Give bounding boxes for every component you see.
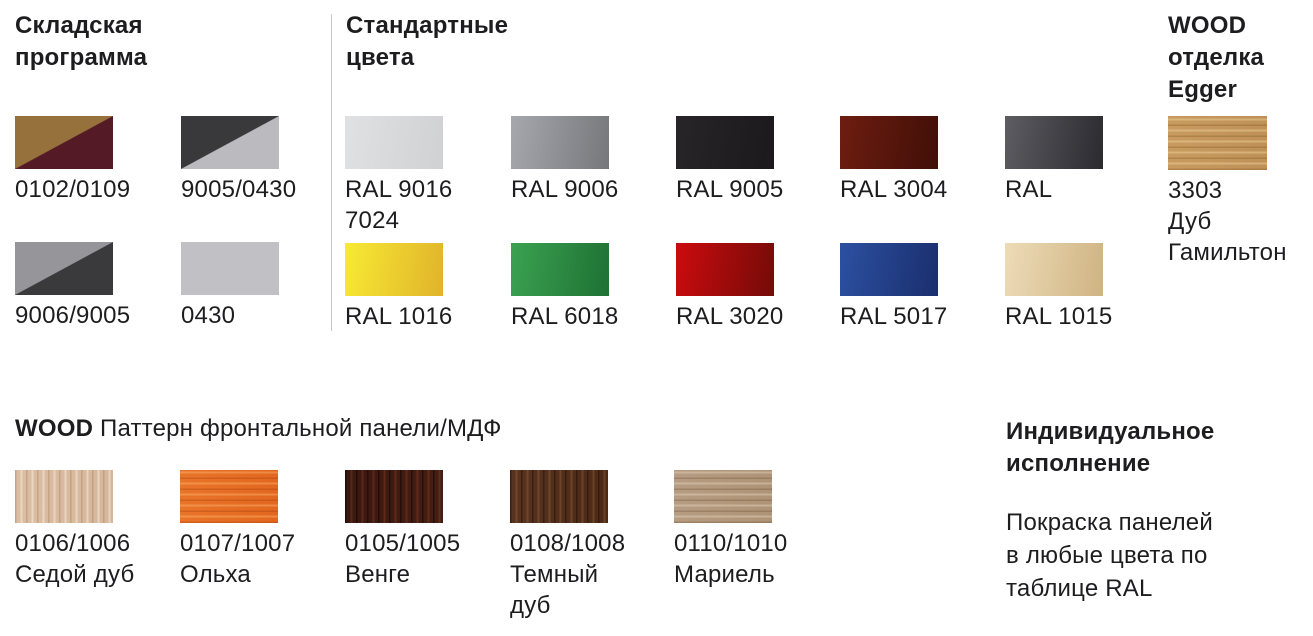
wood-pattern-title-bold: WOOD <box>15 415 94 442</box>
swatch-ral-9016 <box>345 116 443 169</box>
swatch-label-0106-1006: 0106/1006 Седой дуб <box>15 530 135 588</box>
swatch-9005-0430 <box>181 116 279 169</box>
swatch-ral-3004 <box>840 116 938 169</box>
color-cell-0102-0109: 0102/0109 <box>15 116 175 205</box>
custom-finish-note: Покраска панелей в любые цвета по таблице … <box>1006 509 1213 602</box>
swatch-ral-7024 <box>1005 116 1103 169</box>
swatch-label-ral-6018: RAL 6018 <box>511 303 619 330</box>
swatch-3303-oak-hamilton <box>1168 116 1267 170</box>
swatch-label-9006-9005: 9006/9005 <box>15 302 131 329</box>
swatch-0102-0109 <box>15 116 113 169</box>
swatch-0110-1010-mariel <box>674 470 772 523</box>
warehouse-program-title: Складская программа <box>15 12 148 71</box>
swatch-label-9005-0430: 9005/0430 <box>181 176 297 203</box>
swatch-label-0110-1010: 0110/1010 Мариель <box>674 530 788 588</box>
color-cell-9005-0430: 9005/0430 <box>181 116 341 205</box>
swatch-label-ral-5017: RAL 5017 <box>840 303 948 330</box>
swatch-0430 <box>181 242 279 295</box>
color-cell-0108-1008: 0108/1008 Темный дуб <box>510 470 670 621</box>
swatch-label-ral-1016: RAL 1016 <box>345 303 453 330</box>
swatch-ral-1015 <box>1005 243 1103 296</box>
wood-pattern-title: WOOD Паттерн фронтальной панели/МДФ <box>15 413 502 445</box>
color-cell-ral-3004: RAL 3004 <box>840 116 1000 205</box>
color-cell-0107-1007: 0107/1007 Ольха <box>180 470 340 590</box>
swatch-label-ral-3004: RAL 3004 <box>840 176 948 203</box>
section-divider <box>331 14 332 331</box>
color-cell-9006-9005: 9006/9005 <box>15 242 175 331</box>
color-cell-ral-1016: RAL 1016 <box>345 243 505 332</box>
color-cell-0430: 0430 <box>181 242 341 331</box>
swatch-0107-1007-alder <box>180 470 278 523</box>
swatch-label-ral-1015: RAL 1015 <box>1005 303 1113 330</box>
color-cell-ral-6018: RAL 6018 <box>511 243 671 332</box>
swatch-ral-9006 <box>511 116 609 169</box>
color-cell-3303: 3303 Дуб Гамильтон <box>1168 116 1313 268</box>
swatch-ral-5017 <box>840 243 938 296</box>
swatch-ral-3020 <box>676 243 774 296</box>
color-cell-ral-9005: RAL 9005 <box>676 116 836 205</box>
swatch-label-ral-7024: RAL <box>1005 176 1053 203</box>
swatch-label-0105-1005: 0105/1005 Венге <box>345 530 461 588</box>
swatch-0106-1006-gray-oak <box>15 470 113 523</box>
swatch-9006-9005 <box>15 242 113 295</box>
color-cell-ral-3020: RAL 3020 <box>676 243 836 332</box>
color-cell-ral-9006: RAL 9006 <box>511 116 671 205</box>
swatch-0105-1005-wenge <box>345 470 443 523</box>
swatch-0108-1008-dark-oak <box>510 470 608 523</box>
wood-pattern-title-rest: Паттерн фронтальной панели/МДФ <box>93 415 502 442</box>
swatch-label-0108-1008: 0108/1008 Темный дуб <box>510 530 626 619</box>
swatch-ral-6018 <box>511 243 609 296</box>
standard-colors-title: Стандартные цвета <box>346 12 509 71</box>
swatch-ral-1016 <box>345 243 443 296</box>
swatch-label-0107-1007: 0107/1007 Ольха <box>180 530 296 588</box>
swatch-label-0430: 0430 <box>181 302 236 329</box>
color-cell-0106-1006: 0106/1006 Седой дуб <box>15 470 175 590</box>
custom-finish-title: Индивидуальное исполнение <box>1006 418 1215 477</box>
swatch-label-ral-9016: RAL 9016 7024 <box>345 176 453 234</box>
color-cell-ral-1015: RAL 1015 <box>1005 243 1165 332</box>
color-cell-ral-5017: RAL 5017 <box>840 243 1000 332</box>
swatch-label-ral-3020: RAL 3020 <box>676 303 784 330</box>
swatch-label-3303: 3303 Дуб Гамильтон <box>1168 177 1287 266</box>
color-cell-0110-1010: 0110/1010 Мариель <box>674 470 834 590</box>
color-cell-0105-1005: 0105/1005 Венге <box>345 470 505 590</box>
swatch-label-0102-0109: 0102/0109 <box>15 176 131 203</box>
wood-egger-title: WOOD отделка Egger <box>1168 12 1265 103</box>
swatch-label-ral-9005: RAL 9005 <box>676 176 784 203</box>
color-cell-ral-9016: RAL 9016 7024 <box>345 116 505 236</box>
swatch-label-ral-9006: RAL 9006 <box>511 176 619 203</box>
color-cell-ral-7024: RAL <box>1005 116 1165 205</box>
swatch-ral-9005 <box>676 116 774 169</box>
